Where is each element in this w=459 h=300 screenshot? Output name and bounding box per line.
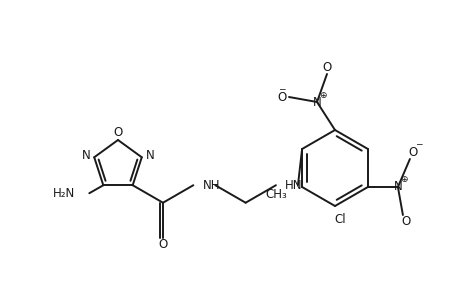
Text: O: O bbox=[408, 146, 417, 158]
Text: O: O bbox=[113, 127, 123, 140]
Text: O: O bbox=[277, 91, 286, 103]
Text: N: N bbox=[145, 149, 154, 162]
Text: N: N bbox=[312, 95, 321, 109]
Text: HN: HN bbox=[284, 179, 302, 192]
Text: Cl: Cl bbox=[333, 214, 345, 226]
Text: O: O bbox=[158, 238, 167, 251]
Text: −: − bbox=[414, 140, 422, 148]
Text: H₂N: H₂N bbox=[53, 187, 75, 200]
Text: ⊕: ⊕ bbox=[399, 176, 407, 184]
Text: CH₃: CH₃ bbox=[265, 188, 286, 202]
Text: O: O bbox=[322, 61, 331, 74]
Text: NH: NH bbox=[203, 179, 220, 192]
Text: ⊕: ⊕ bbox=[319, 91, 326, 100]
Text: N: N bbox=[393, 181, 402, 194]
Text: N: N bbox=[82, 149, 90, 162]
Text: O: O bbox=[400, 215, 409, 229]
Text: −: − bbox=[278, 85, 285, 94]
